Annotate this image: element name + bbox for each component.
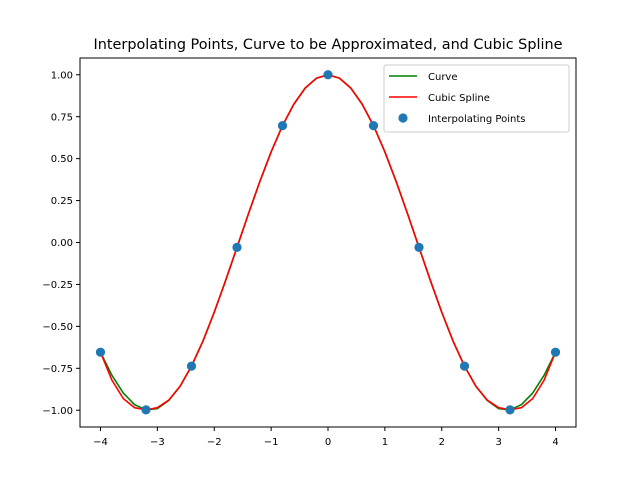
legend-box: [383, 64, 570, 133]
data-point: [550, 347, 561, 357]
y-tick-label: −0.75: [42, 364, 73, 375]
data-point: [186, 361, 197, 371]
legend: Curve Cubic Spline Interpolating Points: [383, 64, 570, 133]
x-tick-label: −4: [93, 437, 108, 448]
data-point: [505, 405, 515, 415]
y-tick-label: 0.75: [51, 112, 73, 123]
y-tick-label: −0.50: [42, 322, 73, 333]
x-tick-label: −3: [150, 437, 165, 448]
data-point: [95, 347, 106, 357]
data-point: [459, 361, 470, 371]
data-point: [368, 120, 379, 131]
y-tick-label: −1.00: [42, 406, 73, 417]
y-tick-label: −0.25: [42, 280, 73, 291]
data-point: [323, 70, 333, 80]
x-tick-label: −1: [264, 437, 279, 448]
y-tick-label: 0.50: [51, 154, 73, 165]
x-axis: −4 −3 −2 −1 0 1 2 3 4: [93, 427, 559, 448]
legend-label: Curve: [428, 72, 458, 83]
chart-title: Interpolating Points, Curve to be Approx…: [94, 37, 563, 53]
x-tick-label: 0: [325, 437, 331, 448]
legend-label: Interpolating Points: [428, 114, 525, 125]
x-tick-label: 1: [382, 437, 388, 448]
data-point: [414, 242, 424, 252]
data-point: [277, 120, 288, 131]
x-tick-label: 2: [439, 437, 445, 448]
x-tick-label: −2: [207, 437, 222, 448]
data-point: [232, 242, 242, 252]
legend-label: Cubic Spline: [428, 93, 490, 104]
data-point: [141, 405, 151, 415]
x-tick-label: 4: [552, 437, 558, 448]
legend-swatch-marker: [398, 113, 408, 123]
y-tick-label: 0.25: [51, 196, 73, 207]
y-axis: −1.00 −0.75 −0.50 −0.25 0.00 0.25 0.50 0.75 1.00: [42, 70, 80, 417]
x-tick-label: 3: [495, 437, 501, 448]
y-tick-label: 0.00: [51, 238, 73, 249]
y-tick-label: 1.00: [51, 70, 73, 81]
